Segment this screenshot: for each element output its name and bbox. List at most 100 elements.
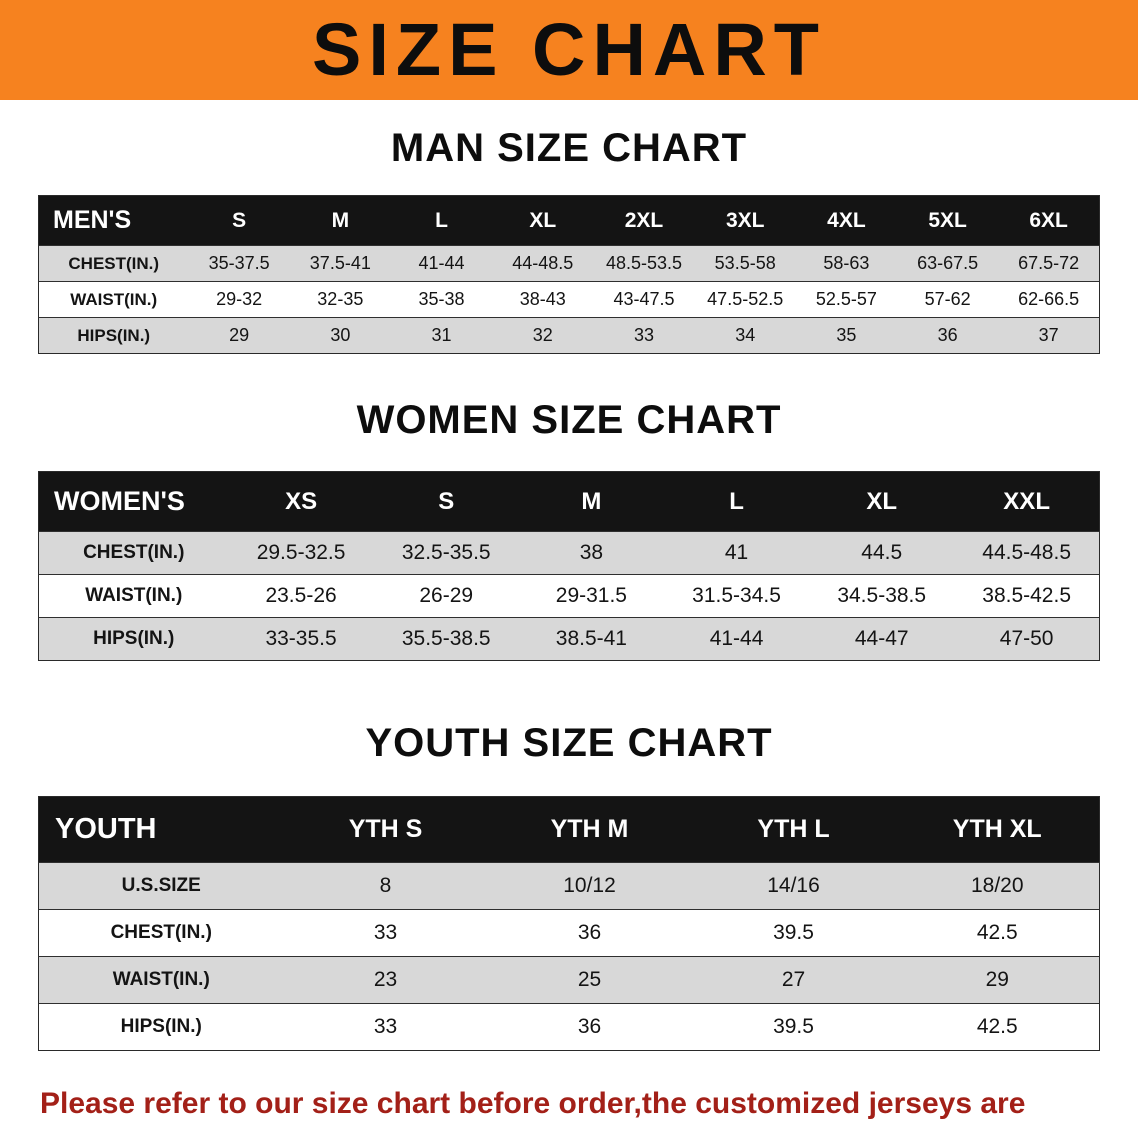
table-row: WAIST(IN.) 23.5-26 26-29 29-31.5 31.5-34.5 34…: [38, 574, 1100, 618]
size-value-cell: 37: [1038, 325, 1059, 345]
size-column-header: XL: [809, 471, 955, 532]
size-value-cell: 34: [735, 325, 756, 345]
size-value-cell: 37.5-41: [309, 253, 371, 273]
size-value-cell: 42.5: [976, 921, 1018, 944]
size-value-cell: 33: [633, 325, 654, 345]
size-value-cell: 29: [229, 325, 250, 345]
size-value-cell: 33: [373, 921, 398, 944]
size-value-cell: 53.5-58: [714, 253, 776, 273]
table-corner-label: WOMEN'S: [38, 471, 229, 532]
size-value-cell: 39.5: [773, 1015, 814, 1038]
men-size-chart-heading: MAN SIZE CHART: [390, 126, 748, 170]
size-value-cell: 38: [579, 541, 604, 564]
size-value-cell: 44.5-48.5: [982, 541, 1072, 564]
table-corner-label: MEN'S: [38, 195, 189, 246]
note-line-1: Please refer to our size chart before or…: [40, 1087, 1026, 1120]
size-value-cell: 36: [577, 921, 602, 944]
size-value-cell: 32-35: [317, 289, 364, 309]
size-value-cell: 33-35.5: [265, 627, 337, 650]
size-value-cell: 23.5-26: [265, 584, 337, 607]
size-value-cell: 35: [836, 325, 857, 345]
size-value-cell: 41-44: [709, 627, 764, 650]
size-value-cell: 57-62: [924, 289, 971, 309]
size-value-cell: 36: [577, 1015, 602, 1038]
measurement-row-label: CHEST(IN.): [110, 922, 212, 943]
size-value-cell: 10/12: [563, 874, 616, 897]
size-value-cell: 36: [937, 325, 958, 345]
size-value-cell: 26-29: [419, 584, 474, 607]
size-column-header: YTH M: [487, 796, 692, 863]
measurement-row-label: HIPS(IN.): [77, 325, 151, 345]
size-value-cell: 39.5: [773, 921, 814, 944]
size-value-cell: 32.5-35.5: [401, 541, 491, 564]
men-size-table: MEN'S S M L XL 2XL 3XL 4XL 5XL 6XL CHEST(IN.) 35-37…: [38, 195, 1100, 354]
table-row: WAIST(IN.) 29-32 32-35 35-38 38-43 43-47.5 47.…: [38, 281, 1100, 318]
size-value-cell: 41-44: [418, 253, 465, 273]
size-value-cell: 41: [724, 541, 749, 564]
size-value-cell: 47-50: [999, 627, 1054, 650]
size-value-cell: 29-32: [216, 289, 263, 309]
size-value-cell: 35-38: [418, 289, 465, 309]
women-size-table: WOMEN'S XS S M L XL XXL CHEST(IN.) 29.5-32.5 32.5…: [38, 471, 1100, 661]
size-column-header: S: [373, 471, 519, 532]
size-value-cell: 44-47: [854, 627, 909, 650]
measurement-row-label: U.S.SIZE: [121, 875, 201, 896]
measurement-row-label: HIPS(IN.): [93, 628, 175, 649]
size-chart-banner: SIZE CHART: [0, 0, 1138, 100]
size-value-cell: 29-31.5: [555, 584, 627, 607]
size-value-cell: 43-47.5: [613, 289, 675, 309]
size-value-cell: 44-48.5: [512, 253, 574, 273]
size-column-header: XXL: [954, 471, 1100, 532]
size-column-header: M: [289, 195, 391, 246]
size-column-header: 6XL: [998, 195, 1100, 246]
size-value-cell: 23: [373, 968, 398, 991]
table-row: U.S.SIZE 8 10/12 14/16 18/20: [38, 862, 1100, 910]
size-column-header: XL: [492, 195, 594, 246]
table-row: HIPS(IN.) 29 30 31 32 33 34 35 36 37: [38, 317, 1100, 354]
size-value-cell: 8: [379, 874, 392, 897]
size-value-cell: 14/16: [767, 874, 820, 897]
measurement-row-label: WAIST(IN.): [112, 969, 210, 990]
measurement-row-label: CHEST(IN.): [68, 253, 160, 273]
measurement-row-label: WAIST(IN.): [70, 289, 158, 309]
size-value-cell: 48.5-53.5: [605, 253, 683, 273]
size-value-cell: 18/20: [970, 874, 1024, 897]
table-corner-label: YOUTH: [38, 796, 284, 863]
size-value-cell: 27: [781, 968, 806, 991]
size-value-cell: 42.5: [976, 1015, 1018, 1038]
size-column-header: 4XL: [795, 195, 898, 246]
size-column-header: 3XL: [694, 195, 796, 246]
size-column-header: YTH L: [691, 796, 896, 863]
size-value-cell: 29: [985, 968, 1009, 991]
size-value-cell: 32: [532, 325, 553, 345]
table-row: CHEST(IN.) 29.5-32.5 32.5-35.5 38 41 44.5 44.5…: [38, 531, 1100, 575]
size-value-cell: 29.5-32.5: [256, 541, 346, 564]
table-header-row: WOMEN'S XS S M L XL XXL: [38, 471, 1100, 532]
size-value-cell: 38-43: [519, 289, 566, 309]
women-size-chart-heading: WOMEN SIZE CHART: [356, 398, 782, 442]
size-value-cell: 63-67.5: [917, 253, 979, 273]
size-column-header: L: [663, 471, 810, 532]
size-column-header: L: [390, 195, 493, 246]
youth-size-table: YOUTH YTH S YTH M YTH L YTH XL U.S.SIZE 8 10/12…: [38, 796, 1100, 1051]
size-value-cell: 67.5-72: [1018, 253, 1080, 273]
table-header-row: YOUTH YTH S YTH M YTH L YTH XL: [38, 796, 1100, 863]
measurement-row-label: HIPS(IN.): [120, 1016, 202, 1037]
youth-size-chart-heading: YOUTH SIZE CHART: [365, 721, 773, 765]
table-row: CHEST(IN.) 35-37.5 37.5-41 41-44 44-48.5 48.5…: [38, 245, 1100, 282]
size-column-header: S: [188, 195, 290, 246]
size-chart-content: MAN SIZE CHART MEN'S S M L XL 2XL 3XL 4XL 5XL 6XL…: [0, 126, 1138, 1132]
size-column-header: YTH S: [283, 796, 488, 863]
size-value-cell: 34.5-38.5: [837, 584, 927, 607]
size-value-cell: 35-37.5: [208, 253, 270, 273]
table-header-row: MEN'S S M L XL 2XL 3XL 4XL 5XL 6XL: [38, 195, 1100, 246]
table-row: HIPS(IN.) 33 36 39.5 42.5: [38, 1003, 1100, 1051]
size-column-header: 2XL: [593, 195, 695, 246]
size-value-cell: 33: [373, 1015, 398, 1038]
table-row: HIPS(IN.) 33-35.5 35.5-38.5 38.5-41 41-44 44-…: [38, 617, 1100, 661]
size-value-cell: 58-63: [823, 253, 870, 273]
size-value-cell: 38.5-42.5: [982, 584, 1072, 607]
size-value-cell: 52.5-57: [815, 289, 877, 309]
size-value-cell: 35.5-38.5: [401, 627, 491, 650]
size-value-cell: 31: [431, 325, 452, 345]
